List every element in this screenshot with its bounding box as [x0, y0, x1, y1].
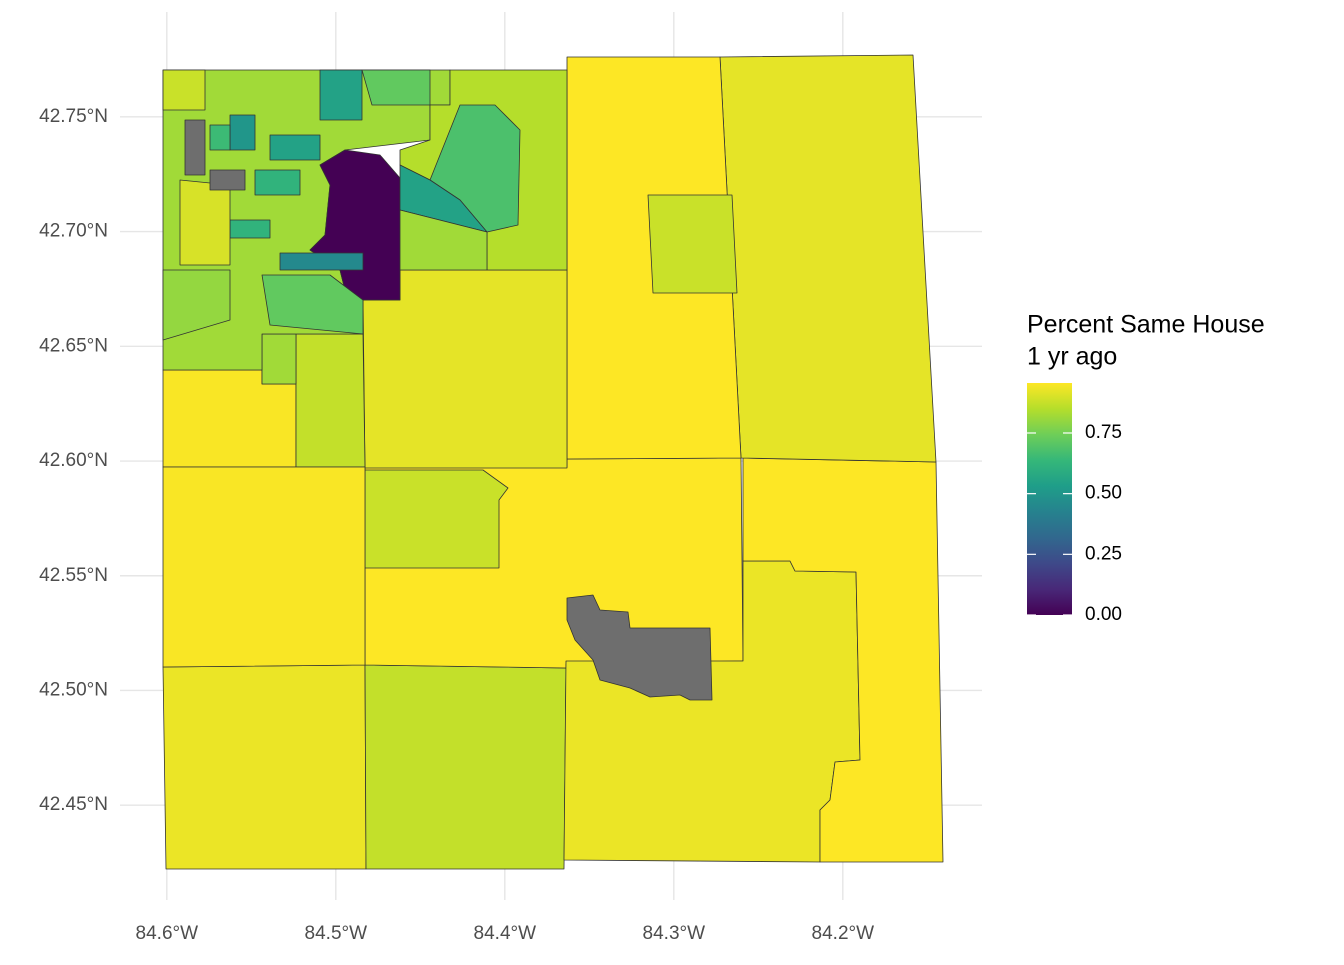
- tract: [184, 119, 206, 176]
- x-tick-label: 84.2°W: [812, 923, 875, 944]
- y-tick-label: 42.50°N: [39, 680, 108, 701]
- tract: [162, 269, 231, 341]
- y-tick-label: 42.65°N: [39, 335, 108, 356]
- tract: [279, 252, 364, 271]
- tract: [261, 333, 297, 385]
- tract: [162, 664, 367, 870]
- y-tick-label: 42.70°N: [39, 221, 108, 242]
- tract: [162, 369, 297, 468]
- tract: [364, 664, 567, 870]
- y-tick-label: 42.55°N: [39, 565, 108, 586]
- tract: [209, 124, 231, 151]
- tract: [295, 333, 366, 468]
- tract: [364, 469, 509, 569]
- tract: [179, 179, 231, 266]
- tract: [162, 69, 206, 111]
- tract: [269, 134, 321, 161]
- tract: [209, 169, 246, 191]
- tract: [399, 209, 488, 271]
- tract: [229, 114, 256, 151]
- legend-tick-label: 0.75: [1085, 422, 1122, 443]
- x-tick-label: 84.4°W: [474, 923, 537, 944]
- legend-title: 1 yr ago: [1027, 343, 1117, 371]
- legend-title: Percent Same House: [1027, 311, 1265, 339]
- tract: [742, 457, 944, 863]
- colorbar: [1027, 383, 1072, 615]
- x-tick-label: 84.3°W: [643, 923, 706, 944]
- y-tick-label: 42.60°N: [39, 450, 108, 471]
- tract: [719, 54, 937, 463]
- y-tick-label: 42.75°N: [39, 106, 108, 127]
- tract: [261, 274, 364, 335]
- tract: [254, 169, 301, 196]
- tract: [647, 194, 738, 294]
- legend-tick-label: 0.25: [1085, 543, 1122, 564]
- tract: [229, 219, 271, 239]
- tract: [319, 69, 363, 121]
- x-tick-label: 84.5°W: [305, 923, 368, 944]
- tract: [162, 466, 366, 668]
- x-tick-label: 84.6°W: [136, 923, 199, 944]
- y-tick-label: 42.45°N: [39, 794, 108, 815]
- legend-tick-label: 0.50: [1085, 483, 1122, 504]
- tract: [566, 594, 713, 701]
- tract: [361, 69, 431, 106]
- legend-tick-label: 0.00: [1085, 604, 1122, 625]
- legend: Percent Same House 1 yr ago 0.00 0.25 0.50 0.…: [1027, 311, 1265, 625]
